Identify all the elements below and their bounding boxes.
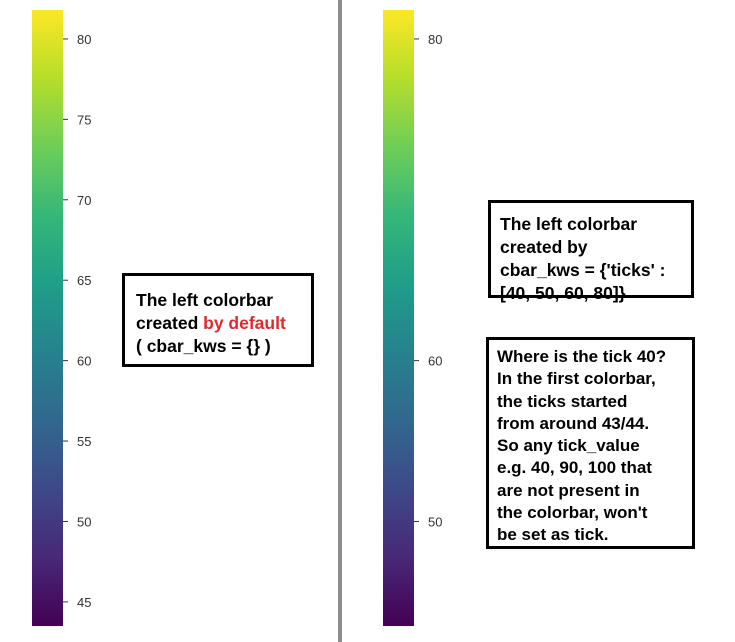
- colorbar-tick-label: 70: [77, 193, 91, 208]
- note-highlight: by default: [203, 313, 286, 333]
- note-line: the colorbar, won't: [497, 503, 648, 523]
- note-line: created by: [500, 237, 588, 257]
- ticks-colorbar-note: The left colorbar created by cbar_kws = …: [488, 200, 694, 303]
- colorbar-tick-label: 50: [428, 514, 442, 529]
- missing-tick-explanation-note: Where is the tick 40? In the first color…: [486, 337, 695, 549]
- note-line: created by default: [136, 312, 301, 335]
- colorbar-tick-label: 80: [428, 32, 442, 47]
- colorbar-gradient: [383, 10, 414, 626]
- note-text: created: [136, 313, 204, 333]
- note-line: from around 43/44.: [497, 413, 650, 433]
- note-line: The left colorbar: [500, 214, 638, 234]
- colorbar-tick-label: 65: [77, 273, 91, 288]
- note-line: e.g. 40, 90, 100 that: [497, 458, 652, 478]
- note-line: the ticks started: [497, 391, 628, 411]
- default-colorbar-note: The left colorbar created by default ( c…: [122, 273, 314, 367]
- colorbar-right: 50 60 80: [383, 10, 442, 626]
- colorbar-tick-label: 45: [77, 595, 91, 610]
- note-line: are not present in: [497, 480, 640, 500]
- note-line: So any tick_value: [497, 436, 640, 456]
- colorbar-tick-label: 55: [77, 434, 91, 449]
- note-line: ( cbar_kws = {} ): [136, 336, 271, 356]
- colorbar-tick-label: 75: [77, 112, 91, 127]
- note-line: be set as tick.: [497, 525, 609, 545]
- note-line: In the first colorbar,: [497, 369, 656, 389]
- note-line: Where is the tick 40?: [497, 347, 667, 366]
- colorbar-tick-label: 80: [77, 32, 91, 47]
- note-line: cbar_kws = {'ticks' :: [500, 260, 666, 280]
- note-line: [40, 50, 60, 80]}: [500, 283, 626, 303]
- colorbar-tick-label: 60: [77, 354, 91, 369]
- note-line: The left colorbar: [136, 290, 274, 310]
- colorbar-gradient: [32, 10, 63, 626]
- colorbar-tick-label: 60: [428, 354, 442, 369]
- colorbar-left: 45 50 55 60 65 70 75 80: [32, 10, 91, 626]
- colorbar-tick-label: 50: [77, 514, 91, 529]
